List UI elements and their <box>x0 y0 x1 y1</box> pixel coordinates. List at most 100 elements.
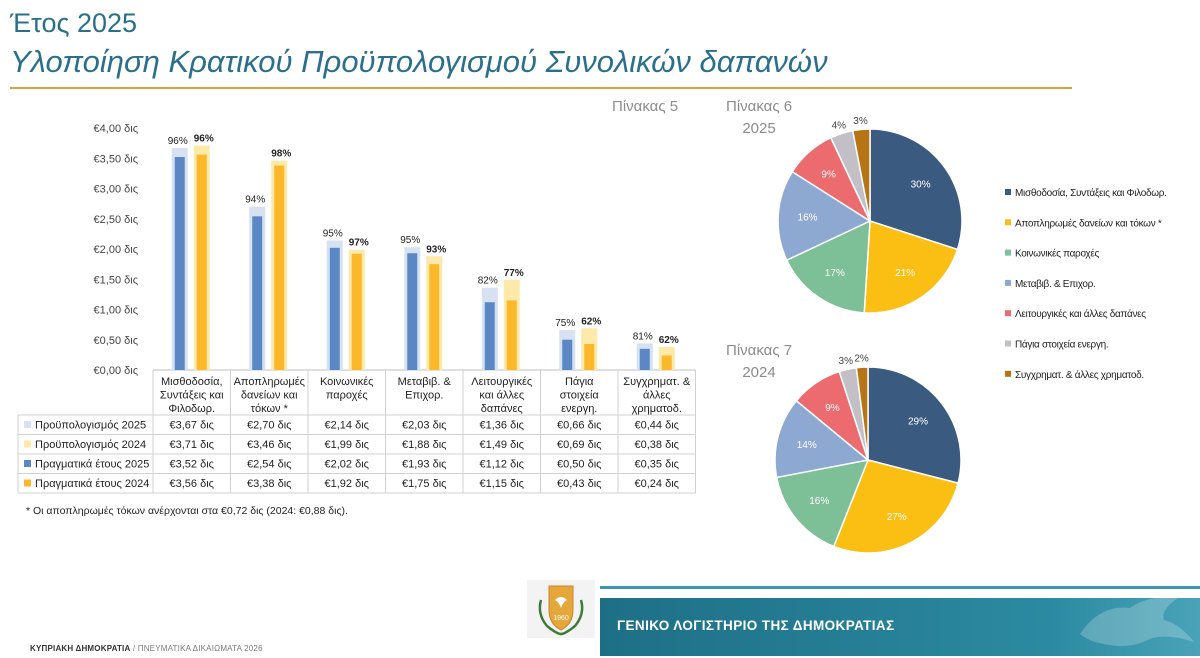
pie-slice <box>855 366 869 461</box>
dove-watermark-icon <box>1080 597 1194 646</box>
emblem-box: 1960 <box>527 580 595 638</box>
table5-label: Πίνακας 5 <box>612 98 679 115</box>
page-title: Υλοποίηση Κρατικού Προϋπολογισμού Συνολι… <box>10 44 828 79</box>
pie-slice-label: 17% <box>825 268 845 279</box>
organization-name: ΓΕΝΙΚΟ ΛΟΓΙΣΤΗΡΙΟ ΤΗΣ ΔΗΜΟΚΡΑΤΙΑΣ <box>617 618 895 633</box>
bar-actual-2024 <box>661 355 672 370</box>
table7-label-line2: 2024 <box>742 364 776 381</box>
category-label: Συγχρηματ. & <box>623 376 691 388</box>
pie-slice <box>863 219 959 314</box>
bar-actual-2025 <box>639 348 650 370</box>
pct-label-2025: 95% <box>323 229 343 240</box>
bar-actual-2024 <box>274 165 285 370</box>
pie-slice <box>791 136 872 224</box>
table-cell-value: €1,92 δις <box>325 478 369 490</box>
legend-swatch <box>24 421 31 428</box>
pct-label-2024: 93% <box>426 244 446 255</box>
table-cell-value: €1,93 δις <box>402 459 446 471</box>
table-cell-value: €2,03 δις <box>402 420 446 432</box>
pie-slice <box>795 370 870 463</box>
table-cell-value: €2,54 δις <box>247 459 291 471</box>
pie-slice-label: 3% <box>839 356 854 367</box>
table-cell-value: €0,66 δις <box>557 420 601 432</box>
pct-label-2024: 97% <box>349 238 369 249</box>
title-divider <box>10 87 1072 89</box>
table7-label: Πίνακας 7 2024 <box>726 340 792 384</box>
table-cell-value: €1,15 δις <box>480 478 524 490</box>
table-cell-value: €0,38 δις <box>635 439 679 451</box>
bar-chart: €4,00 δις €3,50 δις €3,00 δις €2,50 δις €2,0… <box>17 123 696 494</box>
pie-slice <box>829 129 871 222</box>
series-name: Προϋπολογισμός 2025 <box>35 420 146 432</box>
category-label: ενεργη. <box>561 403 597 415</box>
legend-swatch <box>1005 310 1011 317</box>
pie-slice-label: 14% <box>797 440 817 451</box>
category-label: δαπάνες <box>481 403 523 415</box>
pie-slice <box>867 366 962 485</box>
series-name: Πραγματικά έτους 2024 <box>35 478 149 490</box>
table-cell-value: €3,46 δις <box>247 439 291 451</box>
pie-slice <box>774 399 870 479</box>
category-label: Κοινωνικές <box>320 376 374 388</box>
legend-swatch <box>1005 249 1011 256</box>
pie-2025-group: 30% 21% 17% 16% 9% 4% 3% <box>777 116 963 314</box>
table-cell-value: €3,67 δις <box>170 420 214 432</box>
legend-swatch <box>24 460 31 467</box>
svg-text:1960: 1960 <box>553 615 569 622</box>
table-cell-value: €0,43 δις <box>557 478 601 490</box>
table-cell-value: €0,35 δις <box>635 459 679 471</box>
legend-label: Αποπληρωμές δανείων και τόκων * <box>1015 217 1162 229</box>
table-cell-value: €1,12 δις <box>480 459 524 471</box>
legend-label: Πάγια στοιχεία ενεργη. <box>1015 339 1108 351</box>
legend-swatch <box>1005 340 1011 347</box>
pie-slice <box>832 459 959 554</box>
table-cell-value: €3,56 δις <box>170 478 214 490</box>
table-cell-value: €2,14 δις <box>325 420 369 432</box>
table6-label-line1: Πίνακας 6 <box>726 98 793 115</box>
legend-swatch <box>1005 370 1011 377</box>
bar-actual-2025 <box>329 247 340 370</box>
table6-label-line2: 2025 <box>742 120 776 137</box>
legend-label: Λειτουργικές και άλλες δαπάνες <box>1015 308 1146 320</box>
y-tick-label: €1,00 δις <box>94 305 138 317</box>
pie-slice-label: 4% <box>832 120 847 131</box>
category-label: δανείων και <box>241 390 298 402</box>
year-title: Έτος 2025 <box>10 8 138 38</box>
pie-slice-label: 3% <box>853 116 868 127</box>
pct-label-2025: 75% <box>555 318 575 329</box>
pie-slice <box>777 170 872 262</box>
pie-slice-label: 21% <box>895 268 915 279</box>
table-cell-value: €1,75 δις <box>402 478 446 490</box>
pie-slice <box>785 219 871 314</box>
legend-swatch <box>24 479 31 487</box>
pie-slice-label: 16% <box>798 213 818 224</box>
legend-swatch <box>1005 279 1011 286</box>
category-label: Συντάξεις και <box>160 390 224 402</box>
pie-slice-label: 16% <box>809 496 829 507</box>
category-label: παροχές <box>326 390 368 402</box>
footer-rights: / ΠΝΕΥΜΑΤΙΚΑ ΔΙΚΑΙΩΜΑΤΑ 2026 <box>130 644 263 653</box>
pie-2024-group: 29% 27% 16% 14% 9% 3% 2% <box>774 354 962 554</box>
pct-label-2025: 95% <box>400 235 420 246</box>
pct-label-2025: 81% <box>633 331 653 342</box>
table-cell-value: €3,71 δις <box>170 439 214 451</box>
table-cell-value: €3,52 δις <box>170 459 214 471</box>
y-tick-label: €1,50 δις <box>94 274 138 286</box>
legend-swatch <box>1005 189 1011 195</box>
pct-label-2024: 62% <box>659 335 679 346</box>
legend-label: Μισθοδοσία, Συντάξεις και Φιλοδωρ. <box>1015 187 1167 199</box>
footnote: * Οι αποπληρωμές τόκων ανέρχονται στα €0… <box>26 505 348 517</box>
footer-copyright: ΚΥΠΡΙΑΚΗ ΔΗΜΟΚΡΑΤΙΑ / ΠΝΕΥΜΑΤΙΚΑ ΔΙΚΑΙΩΜ… <box>30 644 263 653</box>
pct-label-2025: 94% <box>245 195 265 206</box>
pie-slice <box>851 128 871 222</box>
category-label: Αποπληρωμές <box>234 376 305 388</box>
table-cell-value: €1,49 δις <box>480 439 524 451</box>
bar-actual-2025 <box>174 157 185 370</box>
table-cell-value: €0,69 δις <box>557 439 601 451</box>
table-cell-value: €1,88 δις <box>402 439 446 451</box>
y-tick-label: €0,50 δις <box>94 335 138 347</box>
y-tick-label: €2,50 δις <box>94 214 138 226</box>
table-cell-value: €0,24 δις <box>635 478 679 490</box>
bar-actual-2025 <box>562 339 573 370</box>
category-label: Φιλοδωρ. <box>168 403 215 415</box>
